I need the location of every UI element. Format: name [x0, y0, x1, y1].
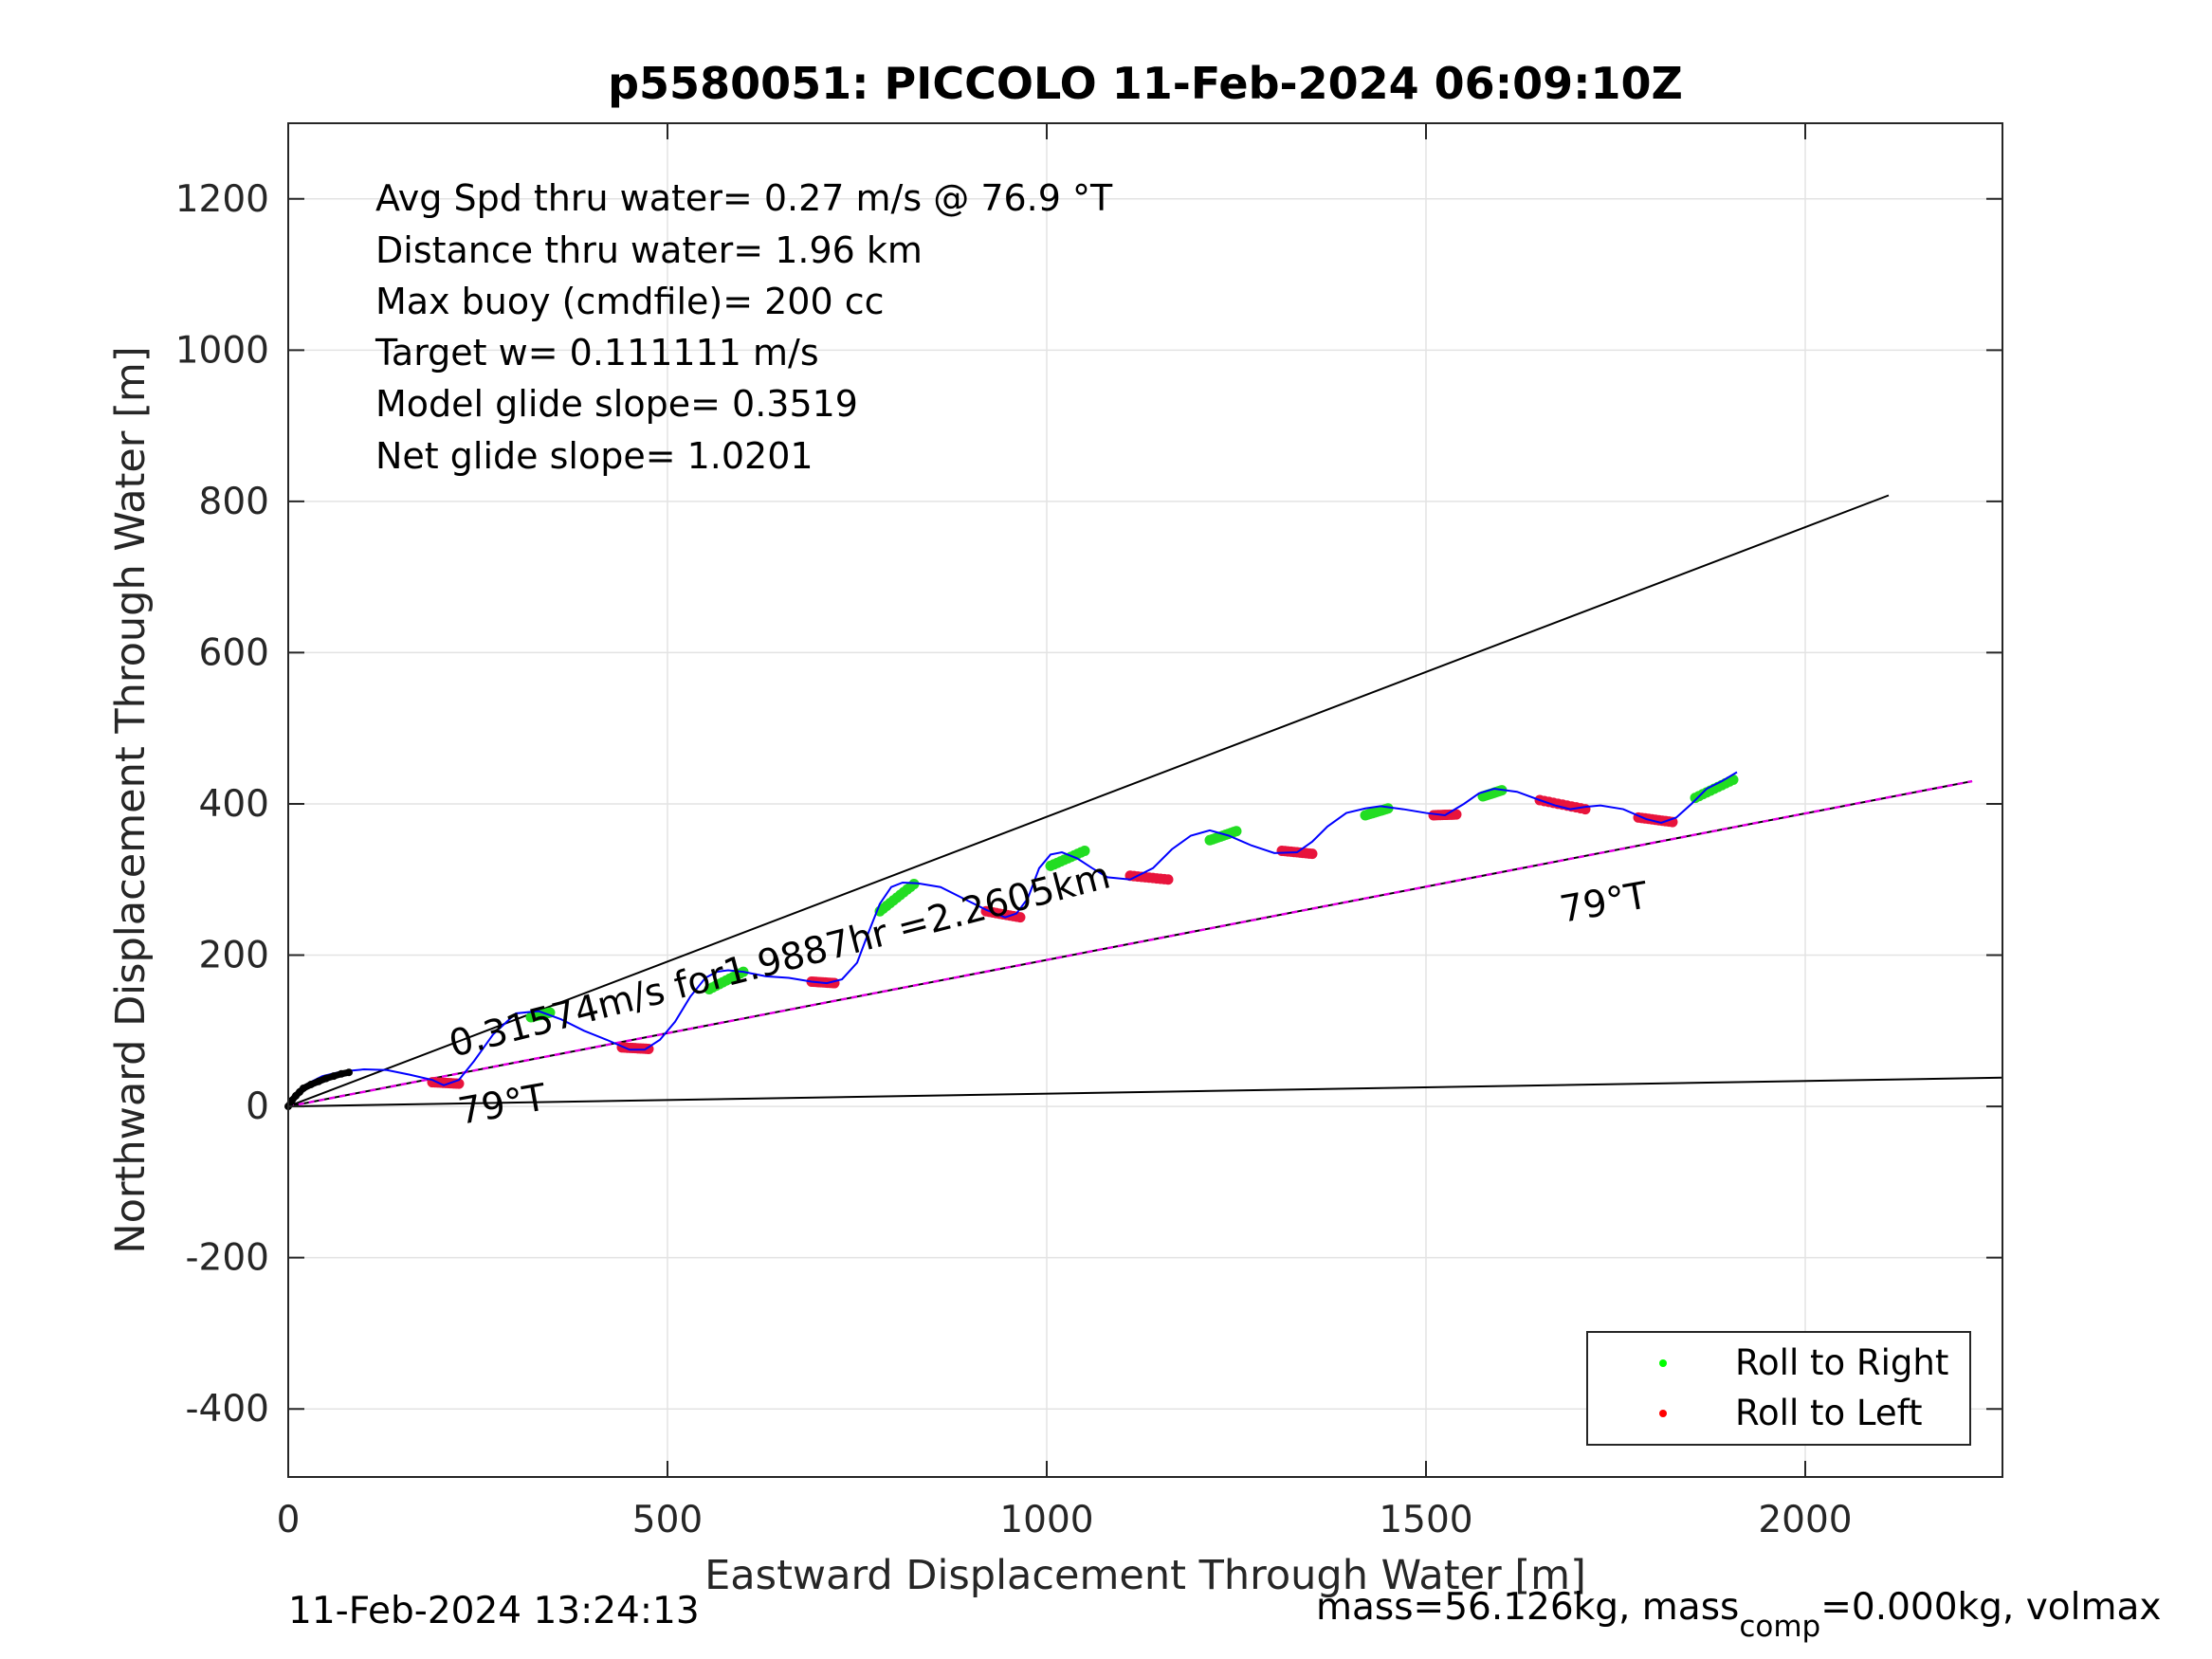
reference-line-heading-dashed: [287, 779, 1973, 1108]
roll-left-marker: [1307, 848, 1318, 860]
mass-suffix: =0.000kg, volmax: [1820, 1586, 2161, 1629]
legend-label-roll-right: Roll to Right: [1735, 1342, 1948, 1383]
info-line: Distance thru water= 1.96 km: [375, 229, 923, 271]
chart-title: p5580051: PICCOLO 11-Feb-2024 06:09:10Z: [608, 58, 1683, 109]
plot-area: [288, 123, 2002, 1477]
roll-right-marker: [1728, 774, 1739, 785]
y-axis-label: Northward Displacement Through Water [m]: [107, 346, 155, 1253]
y-tick-label: 0: [246, 1085, 269, 1128]
mass-prefix: mass=56.126kg, mass: [1316, 1586, 1739, 1629]
start-point: [300, 1084, 307, 1092]
start-point: [330, 1072, 338, 1081]
info-block: Avg Spd thru water= 0.27 m/s @ 76.9 °T D…: [375, 177, 1113, 477]
info-line: Model glide slope= 0.3519: [375, 383, 858, 425]
info-line: Max buoy (cmdfile)= 200 cc: [375, 281, 885, 322]
x-axis-label: Eastward Displacement Through Water [m]: [704, 1552, 1586, 1599]
footer-timestamp: 11-Feb-2024 13:24:13: [288, 1590, 700, 1632]
start-point: [322, 1074, 330, 1083]
roll-right-marker: [1231, 826, 1242, 837]
legend-label-roll-left: Roll to Left: [1735, 1393, 1923, 1433]
footer-mass-info: mass=56.126kg, masscomp=0.000kg, volmax: [1316, 1586, 2161, 1644]
x-tick-labels: 0 500 1000 1500 2000: [277, 1499, 1853, 1541]
y-tick-label: 1200: [175, 178, 269, 221]
x-tick-label: 1000: [999, 1499, 1093, 1541]
y-tick-label: -200: [185, 1237, 269, 1280]
roll-right-marker: [1079, 845, 1090, 856]
y-tick-labels: -400 -200 0 200 400 600 800 1000 1200: [175, 178, 269, 1431]
start-point: [345, 1068, 353, 1077]
x-tick-label: 500: [632, 1499, 703, 1541]
roll-left-marker: [1451, 809, 1462, 820]
reference-line-upper: [287, 494, 1890, 1108]
y-tick-label: 600: [199, 631, 269, 674]
mass-subscript: comp: [1739, 1610, 1820, 1644]
grid-lines: [287, 123, 2002, 1477]
info-line: Net glide slope= 1.0201: [375, 435, 814, 477]
legend-marker-roll-right: [1659, 1359, 1667, 1367]
roll-left-marker: [1015, 912, 1026, 923]
start-point: [338, 1069, 345, 1078]
roll-left-marker: [1162, 874, 1174, 885]
y-tick-label: -400: [185, 1388, 269, 1431]
axes-box: [287, 122, 2003, 1478]
legend-box: [1586, 1331, 1971, 1446]
roll-right-marker: [1382, 803, 1394, 814]
reference-line-lower: [287, 1076, 2003, 1108]
track-layer: [284, 771, 1738, 1111]
legend-marker-roll-left: [1659, 1410, 1667, 1417]
y-tick-label: 400: [199, 783, 269, 826]
info-line: Target w= 0.111111 m/s: [375, 332, 819, 374]
legend: Roll to Right Roll to Left: [1586, 1331, 1971, 1446]
info-line: Avg Spd thru water= 0.27 m/s @ 76.9 °T: [375, 177, 1113, 219]
y-tick-label: 200: [199, 935, 269, 977]
x-tick-label: 1500: [1379, 1499, 1472, 1541]
axis-ticks: [287, 123, 2002, 1477]
y-tick-label: 1000: [175, 329, 269, 372]
reference-lines: [287, 494, 2003, 1108]
roll-left-marker: [1580, 804, 1591, 815]
start-point: [315, 1077, 322, 1085]
track-line: [287, 771, 1738, 1107]
x-tick-label: 2000: [1758, 1499, 1852, 1541]
start-point: [307, 1080, 315, 1088]
y-tick-label: 800: [199, 481, 269, 523]
x-tick-label: 0: [277, 1499, 301, 1541]
